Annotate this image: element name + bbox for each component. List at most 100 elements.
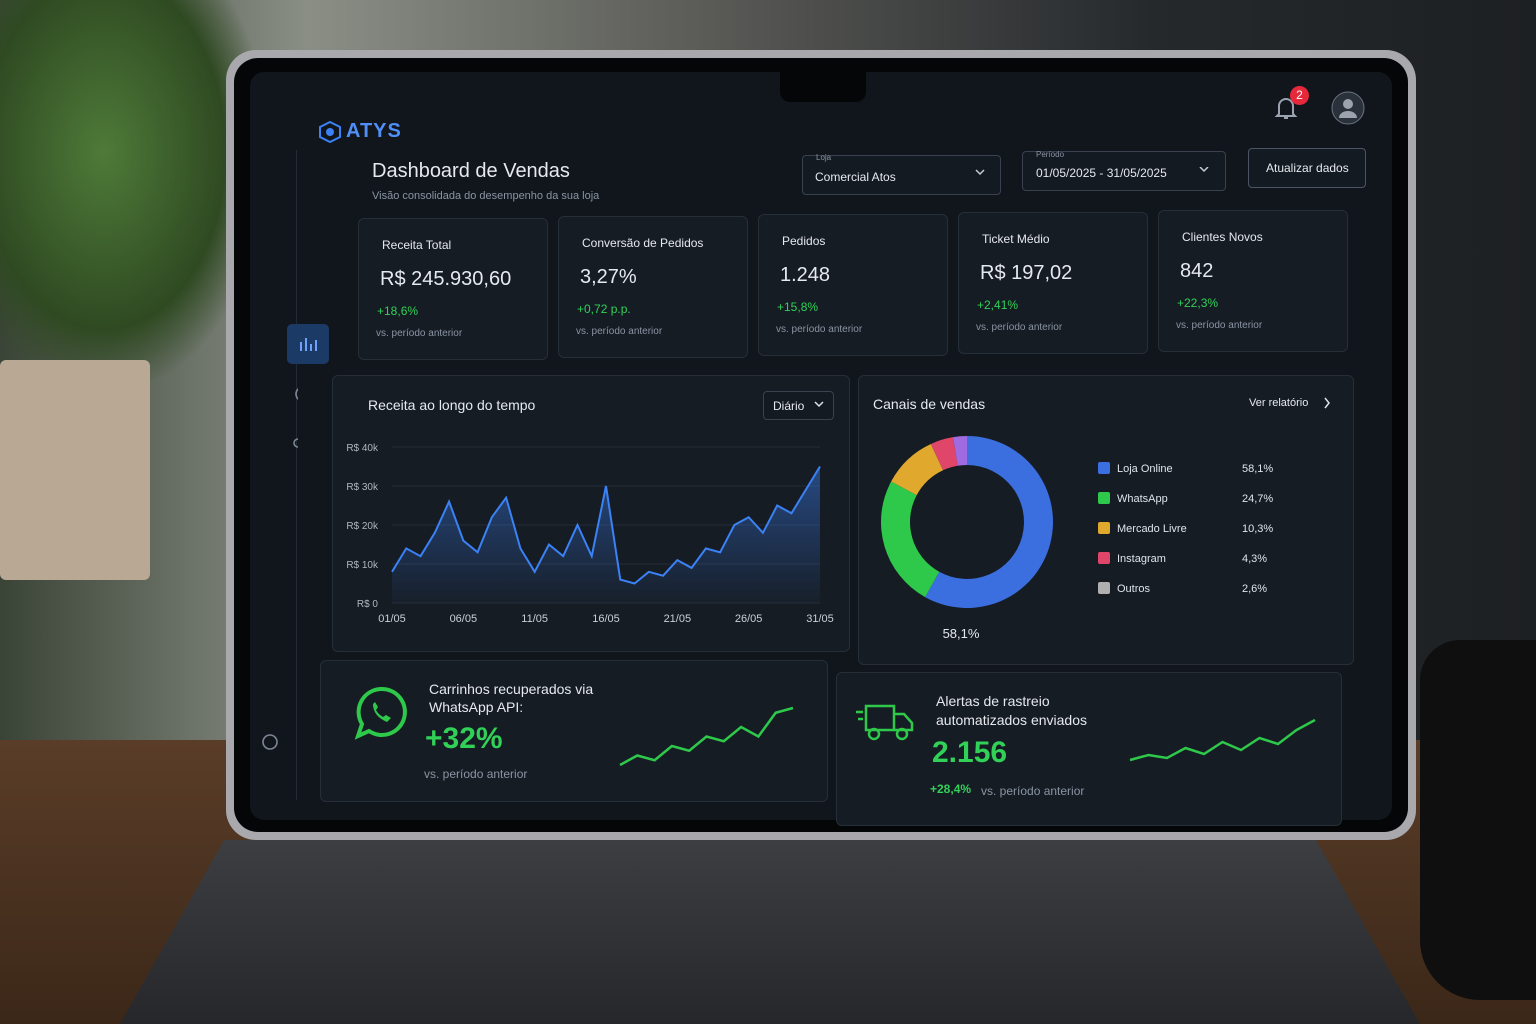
cup: [1420, 640, 1536, 1000]
whatsapp-title: Carrinhos recuperados via WhatsApp API:: [429, 681, 594, 715]
donut-slice: [891, 443, 944, 496]
kpi-label: Pedidos: [782, 234, 826, 248]
whatsapp-note: vs. período anterior: [424, 767, 528, 781]
store-select[interactable]: [802, 155, 1001, 195]
plant: [0, 0, 260, 380]
period-value: 01/05/2025 - 31/05/2025: [1036, 166, 1167, 180]
y-tick-label: R$ 0: [357, 599, 379, 610]
granularity-value: Diário: [773, 399, 805, 413]
channels-card: [858, 375, 1354, 665]
legend-label: WhatsApp: [1117, 493, 1168, 505]
sidebar-icons: [262, 388, 298, 750]
legend-label: Instagram: [1117, 553, 1166, 565]
kpi-note: vs. período anterior: [776, 324, 863, 335]
period-label: Período: [1036, 150, 1065, 159]
store-value: Comercial Atos: [815, 170, 896, 184]
keyboard: [120, 840, 1420, 1024]
granularity-chevron: [814, 401, 824, 408]
kpi-card: [358, 218, 548, 360]
camera-notch: [780, 58, 866, 102]
kpi-change: +18,6%: [377, 304, 419, 318]
granularity-select[interactable]: [763, 391, 834, 420]
kpi-change: +15,8%: [777, 300, 819, 314]
bell-icon[interactable]: [1272, 94, 1300, 122]
logo: ATYS: [346, 120, 402, 142]
kpi-label: Conversão de Pedidos: [582, 236, 704, 250]
period-select[interactable]: [1022, 151, 1226, 191]
x-tick-label: 11/05: [521, 613, 548, 625]
legend-swatch: [1098, 462, 1110, 474]
kpi-change: +0,72 p.p.: [577, 302, 631, 316]
y-tick-label: R$ 40k: [346, 443, 379, 454]
donut-center-label: 58,1%: [943, 626, 980, 641]
tracking-note: vs. período anterior: [981, 784, 1085, 798]
kpi-value: R$ 245.930,60: [380, 268, 512, 290]
legend-value: 58,1%: [1242, 463, 1273, 475]
donut-slice: [881, 481, 940, 598]
kpi-card: [558, 216, 748, 358]
legend-label: Mercado Livre: [1117, 523, 1187, 535]
donut-slice: [930, 437, 958, 471]
sparkline: [619, 706, 794, 767]
x-tick-label: 26/05: [735, 613, 763, 625]
store-label: Loja: [816, 153, 832, 162]
legend-value: 24,7%: [1242, 493, 1273, 505]
kpi-card: [1158, 210, 1348, 352]
refresh-label: Atualizar dados: [1266, 161, 1349, 175]
logo-icon: [319, 121, 341, 143]
legend-swatch: [1098, 582, 1110, 594]
legend-swatch: [1098, 552, 1110, 564]
y-tick-label: R$ 20k: [346, 521, 379, 532]
sidebar: [250, 150, 297, 800]
refresh-button[interactable]: [1248, 148, 1366, 188]
legend-value: 4,3%: [1242, 553, 1267, 565]
plant-pot: [0, 360, 150, 580]
donut-slice: [953, 436, 967, 466]
kpi-note: vs. período anterior: [576, 326, 663, 337]
kpi-change: +2,41%: [977, 298, 1019, 312]
tracking-change: +28,4%: [930, 782, 972, 796]
kpi-card: [958, 212, 1148, 354]
report-link[interactable]: Ver relatório: [1249, 397, 1309, 409]
kpi-label: Receita Total: [382, 238, 452, 252]
kpi-change: +22,3%: [1177, 296, 1219, 310]
revenue-title: Receita ao longo do tempo: [368, 397, 536, 413]
page-title: Dashboard de Vendas: [372, 160, 570, 182]
kpi-value: 3,27%: [580, 266, 637, 288]
x-tick-label: 16/05: [592, 613, 620, 625]
sidebar-active[interactable]: [287, 324, 329, 364]
legend-swatch: [1098, 522, 1110, 534]
revenue-card: [332, 375, 850, 652]
kpi-label: Clientes Novos: [1182, 230, 1263, 244]
notification-badge: 2: [1290, 86, 1309, 105]
whatsapp-value: +32%: [425, 722, 503, 755]
report-chevron: [1324, 397, 1330, 409]
tracking-value: 2.156: [932, 736, 1008, 769]
tracking-card: [836, 672, 1342, 826]
legend-label: Loja Online: [1117, 463, 1173, 475]
kpi-value: 842: [1180, 260, 1214, 282]
x-tick-label: 01/05: [378, 613, 406, 625]
avatar[interactable]: [1331, 91, 1365, 125]
whatsapp-icon: [354, 686, 407, 740]
kpi-label: Ticket Médio: [982, 232, 1050, 246]
kpi-note: vs. período anterior: [376, 328, 463, 339]
legend-value: 10,3%: [1242, 523, 1273, 535]
kpi-note: vs. período anterior: [1176, 320, 1263, 331]
revenue-area: [392, 466, 820, 603]
tracking-title: Alertas de rastreio automatizados enviad…: [936, 693, 1087, 728]
x-tick-label: 31/05: [806, 613, 834, 625]
y-tick-label: R$ 30k: [346, 482, 379, 493]
kpi-value: 1.248: [780, 264, 831, 286]
chevrons: [975, 167, 1209, 176]
kpi-value: R$ 197,02: [980, 262, 1073, 284]
sparkline: [1129, 718, 1316, 762]
x-tick-label: 06/05: [450, 613, 478, 625]
y-tick-label: R$ 10k: [346, 560, 379, 571]
whatsapp-card: [320, 660, 828, 802]
truck-icon: [856, 704, 914, 741]
kpi-card: [758, 214, 948, 356]
legend-swatch: [1098, 492, 1110, 504]
